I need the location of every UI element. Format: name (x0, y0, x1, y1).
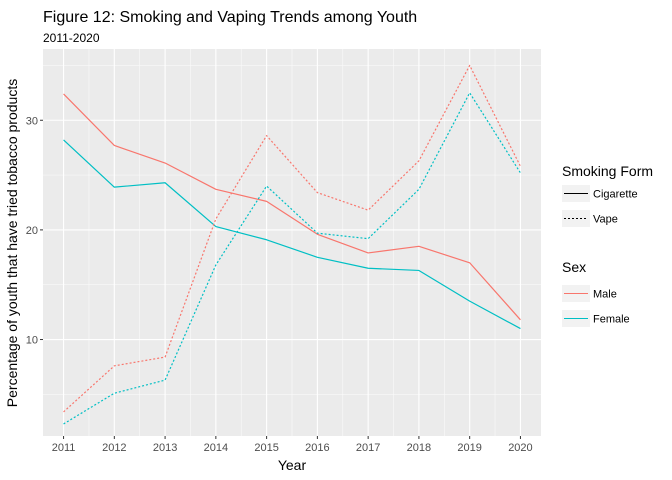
x-tick-label: 2019 (457, 442, 481, 454)
series-line-female-vape (63, 92, 521, 425)
legend-label-cigarette: Cigarette (593, 189, 638, 201)
x-tick-label: 2015 (254, 442, 278, 454)
grid-lines (43, 49, 541, 436)
x-tick-label: 2012 (102, 442, 126, 454)
legend: Smoking Form Cigarette Vape Sex Male Fem… (562, 163, 653, 327)
x-tick-label: 2020 (508, 442, 532, 454)
x-tick-label: 2017 (356, 442, 380, 454)
y-tick-label: 20 (26, 225, 38, 237)
chart-title: Figure 12: Smoking and Vaping Trends amo… (43, 9, 417, 26)
x-axis-title: Year (278, 457, 307, 473)
legend-label-vape: Vape (593, 214, 618, 226)
y-tick-label: 10 (26, 335, 38, 347)
y-tick-label: 30 (26, 115, 38, 127)
series-layer (63, 64, 521, 425)
legend-label-male: Male (593, 289, 617, 301)
legend-title-smoking-form: Smoking Form (562, 163, 653, 179)
x-tick-label: 2018 (407, 442, 431, 454)
x-tick-label: 2014 (204, 442, 228, 454)
x-tick-label: 2011 (52, 442, 76, 454)
x-tick-label: 2013 (153, 442, 177, 454)
legend-label-female: Female (593, 314, 630, 326)
x-tick-label: 2016 (305, 442, 329, 454)
legend-title-sex: Sex (562, 259, 586, 275)
y-axis-title: Percentage of youth that have tried toba… (4, 79, 20, 407)
series-line-female-cigarette (63, 139, 521, 330)
axis-ticks: 2011 2012 2013 2014 2015 2016 2017 2018 2019 2020… (26, 115, 533, 454)
chart-subtitle: 2011-2020 (43, 31, 100, 45)
series-line-male-cigarette (63, 93, 521, 321)
